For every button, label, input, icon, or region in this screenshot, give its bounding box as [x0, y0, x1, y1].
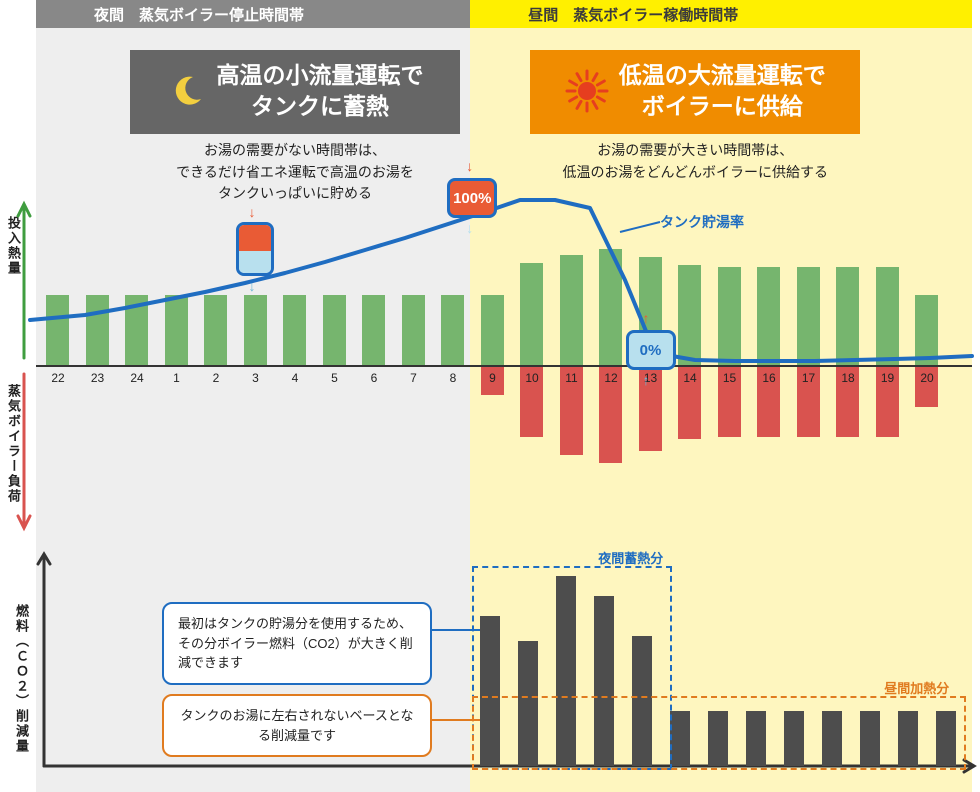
callout-orange: タンクのお湯に左右されないベースとなる削減量です — [162, 694, 432, 757]
night-subtitle: お湯の需要がない時間帯は、できるだけ省エネ運転で高温のお湯をタンクいっぱいに貯め… — [130, 140, 460, 205]
hour-label: 9 — [473, 371, 513, 385]
green-bar — [204, 295, 227, 365]
hour-label: 11 — [552, 371, 592, 385]
hour-label: 7 — [394, 371, 434, 385]
hour-label: 6 — [354, 371, 394, 385]
hour-label: 22 — [38, 371, 78, 385]
callout-blue: 最初はタンクの貯湯分を使用するため、その分ボイラー燃料（CO2）が大きく削減でき… — [162, 602, 432, 685]
hour-label: 23 — [78, 371, 118, 385]
green-bar — [244, 295, 267, 365]
green-bar — [441, 295, 464, 365]
day-group-label: 昼間加熱分 — [884, 678, 949, 697]
green-bar — [599, 249, 622, 365]
green-bar — [402, 295, 425, 365]
hour-label: 16 — [749, 371, 789, 385]
day-dashed-box — [472, 696, 966, 770]
green-bar — [323, 295, 346, 365]
green-bar — [560, 255, 583, 365]
green-bar — [797, 267, 820, 365]
line-label: タンク貯湯率 — [660, 212, 744, 232]
tag-0: 0% — [626, 330, 676, 370]
green-bar — [718, 267, 741, 365]
chart-canvas: 夜間 蒸気ボイラー停止時間帯昼間 蒸気ボイラー稼働時間帯高温の小流量運転でタンク… — [0, 0, 980, 792]
green-bar — [876, 267, 899, 365]
green-bar — [481, 295, 504, 365]
day-subtitle: お湯の需要が大きい時間帯は、低温のお湯をどんどんボイラーに供給する — [510, 140, 880, 183]
hour-label: 15 — [710, 371, 750, 385]
hour-label: 17 — [789, 371, 829, 385]
hour-label: 14 — [670, 371, 710, 385]
green-bar — [678, 265, 701, 365]
y-label-fuel: 燃料（ＣＯ２）削減量 — [12, 604, 31, 754]
hour-label: 8 — [433, 371, 473, 385]
hour-label: 1 — [157, 371, 197, 385]
green-bar — [757, 267, 780, 365]
tank-icon — [236, 222, 274, 276]
green-bar — [836, 267, 859, 365]
y-label-lower: 蒸気ボイラー負荷 — [4, 384, 23, 504]
hour-label: 4 — [275, 371, 315, 385]
hour-label: 24 — [117, 371, 157, 385]
green-bar — [165, 295, 188, 365]
hour-label: 20 — [907, 371, 947, 385]
hour-label: 13 — [631, 371, 671, 385]
green-bar — [46, 295, 69, 365]
hour-label: 18 — [828, 371, 868, 385]
hour-label: 2 — [196, 371, 236, 385]
hour-label: 5 — [315, 371, 355, 385]
green-bar — [520, 263, 543, 365]
green-bar — [125, 295, 148, 365]
hour-label: 3 — [236, 371, 276, 385]
hour-label: 19 — [868, 371, 908, 385]
hour-label: 10 — [512, 371, 552, 385]
green-bar — [915, 295, 938, 365]
green-bar — [362, 295, 385, 365]
y-label-upper: 投入熱量 — [4, 216, 23, 276]
green-bar — [86, 295, 109, 365]
green-bar — [283, 295, 306, 365]
tag-100: 100% — [447, 178, 497, 218]
hour-label: 12 — [591, 371, 631, 385]
night-group-label: 夜間蓄熱分 — [598, 548, 663, 567]
